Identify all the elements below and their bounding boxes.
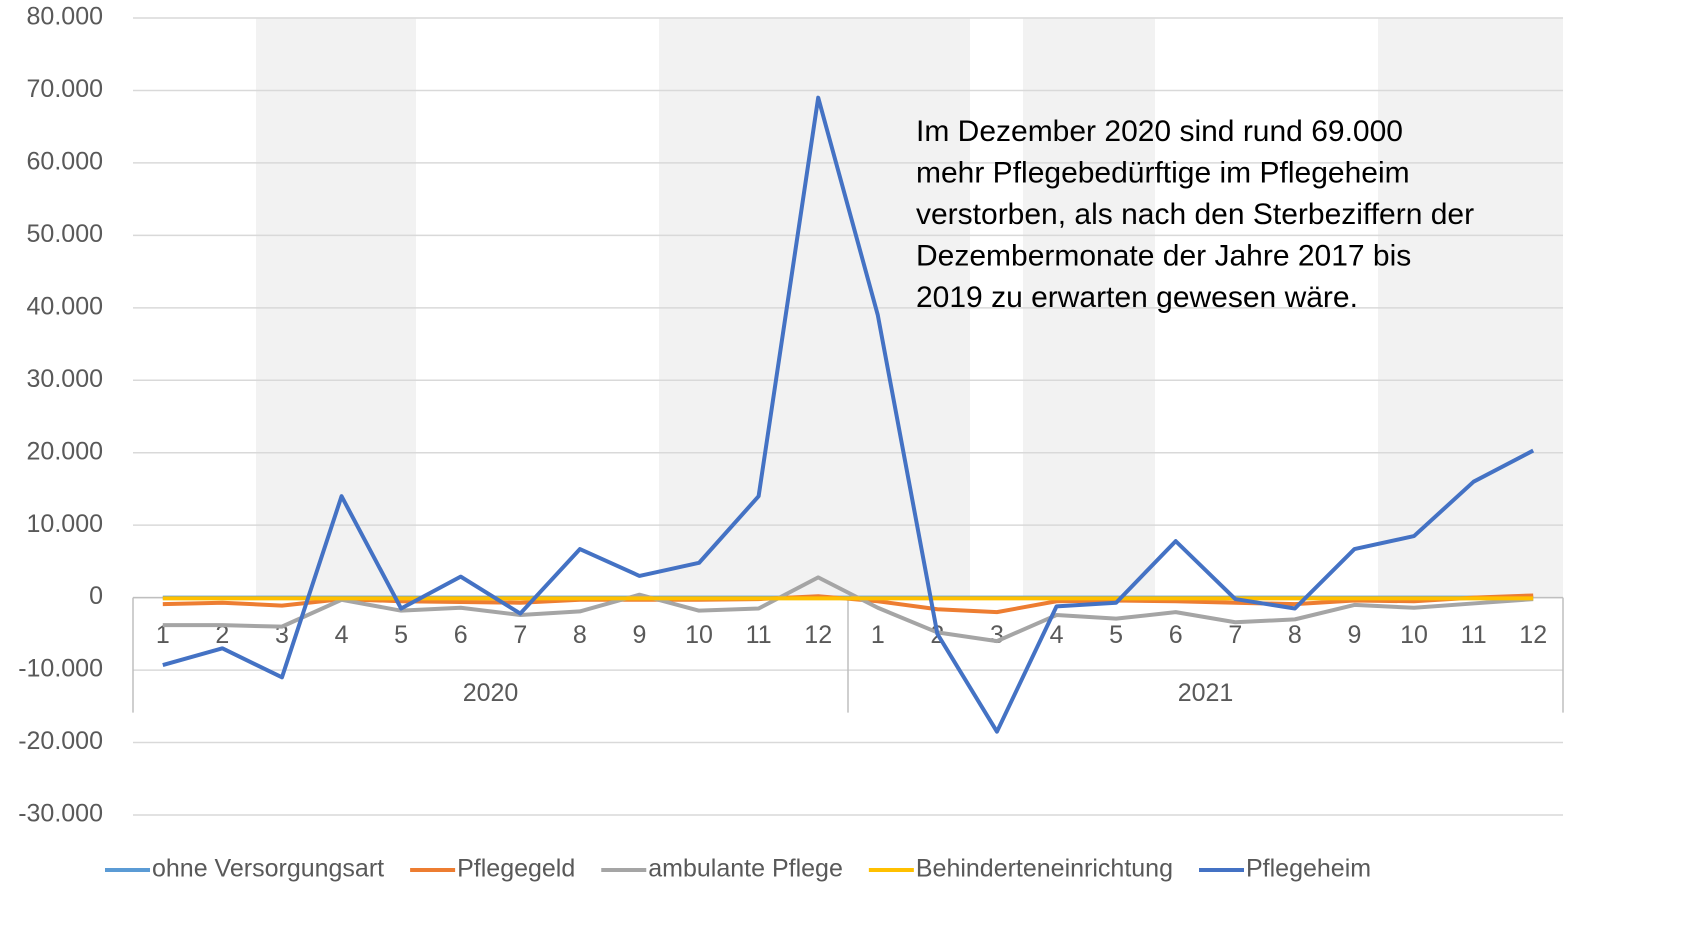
legend-label: Pflegeheim [1246,855,1371,883]
legend-label: Pflegegeld [457,855,575,883]
x-tick-label: 9 [633,621,647,649]
y-tick-label: 30.000 [27,365,103,393]
y-tick-label: 80.000 [27,3,103,31]
series-line [162,575,1534,644]
x-tick-label: 3 [990,621,1004,649]
x-tick-label: 5 [394,621,408,649]
y-tick-label: 10.000 [27,510,103,538]
x-tick-label: 11 [1461,621,1487,649]
x-tick-label: 12 [804,621,832,649]
y-tick-label: -20.000 [18,727,103,755]
annotation: Im Dezember 2020 sind rund 69.000 [916,115,1403,148]
x-tick-label: 1 [156,621,170,649]
x-tick-label: 4 [335,621,349,649]
group-label: 2020 [463,679,519,707]
annotation: Dezembermonate der Jahre 2017 bis [916,239,1411,272]
x-tick-label: 9 [1348,621,1362,649]
series-line [162,95,1535,734]
x-tick-label: 1 [871,621,885,649]
y-tick-label: -30.000 [18,800,103,828]
x-tick-label: 8 [1288,621,1302,649]
x-tick-label: 4 [1050,621,1064,649]
y-tick-label: -10.000 [18,655,103,683]
y-tick-label: 50.000 [27,220,103,248]
y-tick-label: 40.000 [27,292,103,320]
x-tick-label: 10 [685,621,713,649]
y-tick-label: 60.000 [27,148,103,176]
y-tick-label: 0 [89,582,103,610]
x-tick-label: 12 [1519,621,1547,649]
annotation: mehr Pflegebedürftige im Pflegeheim [916,156,1410,189]
legend-label: ambulante Pflege [648,855,843,883]
x-tick-label: 11 [746,621,772,649]
y-tick-label: 20.000 [27,437,103,465]
legend-label: ohne Versorgungsart [152,855,384,883]
x-tick-label: 6 [1169,621,1183,649]
x-tick-label: 2 [215,621,229,649]
annotation: verstorben, als nach den Sterbeziffern d… [916,198,1474,231]
group-label: 2021 [1178,679,1234,707]
x-tick-label: 6 [454,621,468,649]
x-tick-label: 7 [513,621,527,649]
x-tick-label: 8 [573,621,587,649]
y-tick-label: 70.000 [27,75,103,103]
x-tick-label: 5 [1109,621,1123,649]
annotation: 2019 zu erwarten gewesen wäre. [916,281,1358,314]
x-tick-label: 10 [1400,621,1428,649]
x-tick-label: 7 [1228,621,1242,649]
legend-label: Behinderteneinrichtung [916,855,1173,883]
